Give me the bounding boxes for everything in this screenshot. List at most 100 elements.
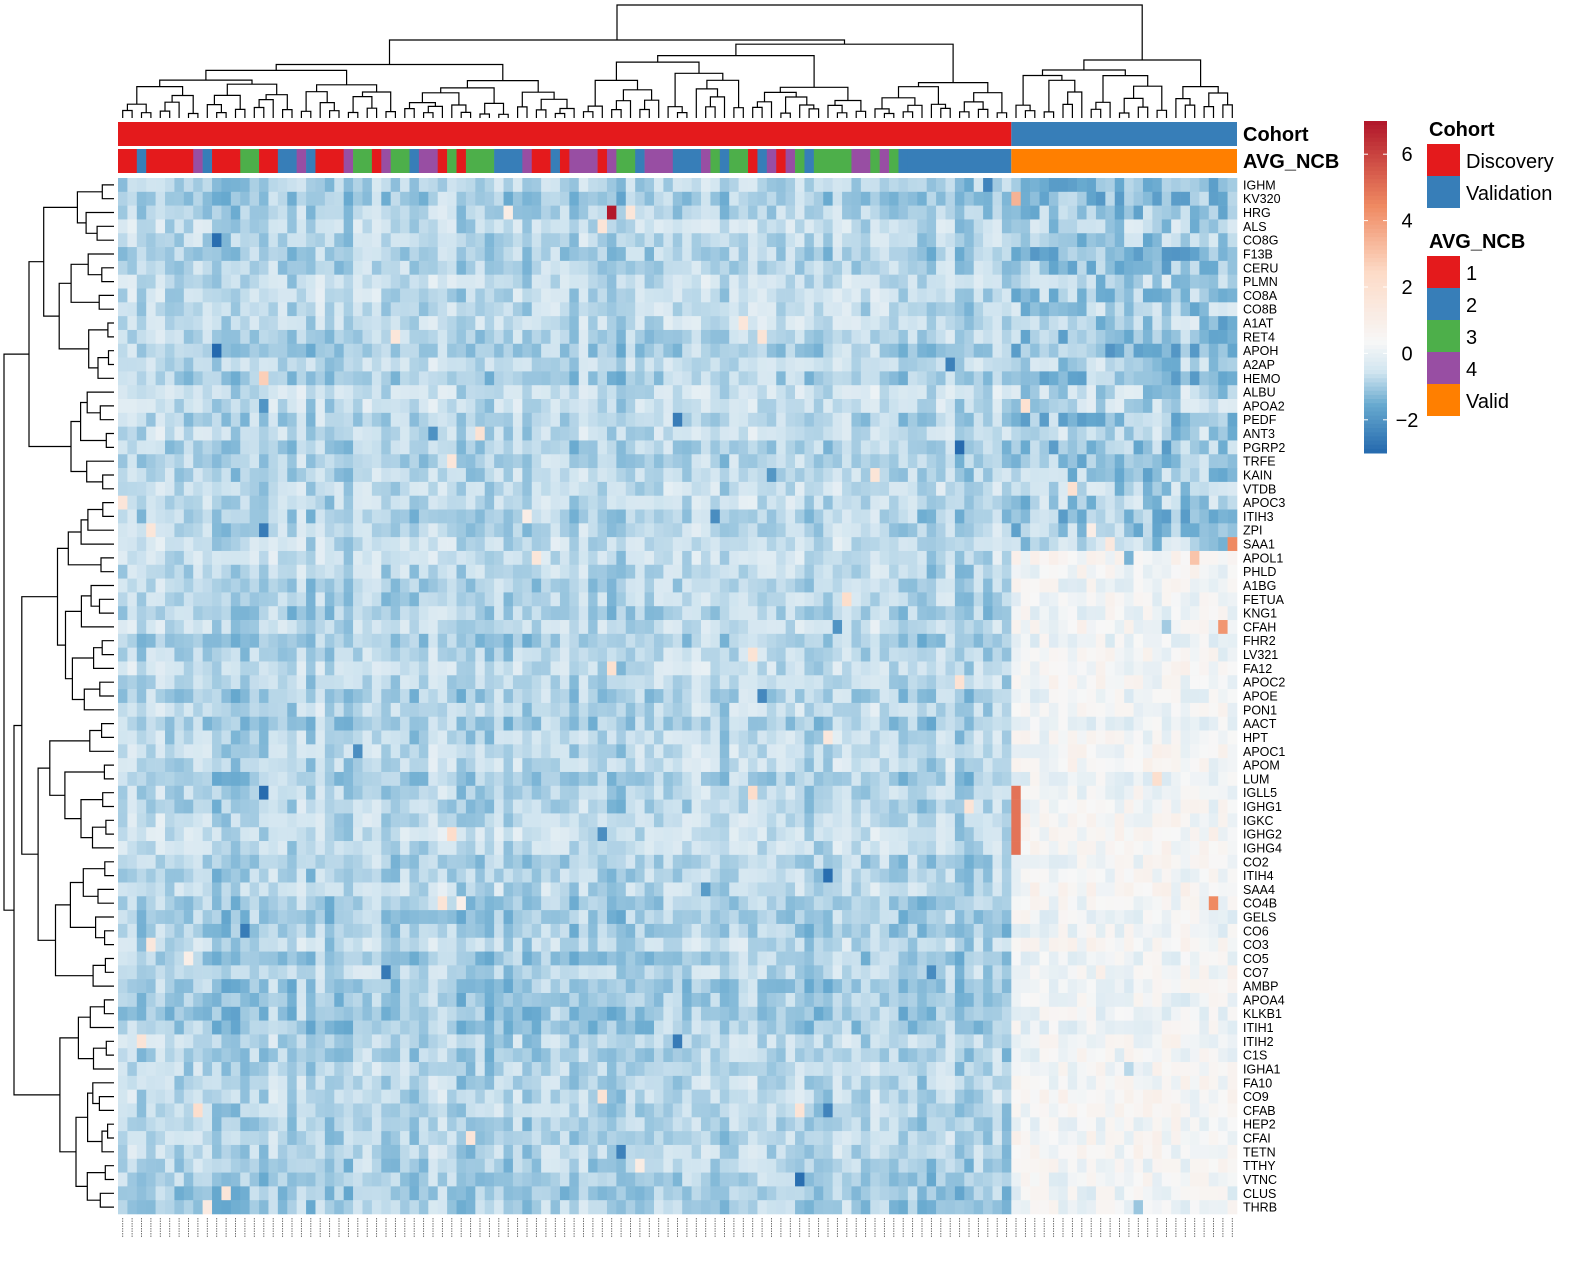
heatmap-cell: [936, 702, 946, 718]
heatmap-cell: [898, 426, 909, 441]
heatmap-cell: [738, 385, 749, 400]
heatmap-cell: [221, 537, 232, 552]
heatmap-cell: [1171, 702, 1181, 718]
heatmap-cell: [1077, 302, 1087, 317]
heatmap-cell: [1218, 288, 1228, 303]
heatmap-cell: [437, 509, 448, 524]
heatmap-cell: [644, 302, 655, 317]
heatmap-cell: [1058, 302, 1069, 317]
avg-ncb-cell: [785, 149, 796, 173]
heatmap-cell: [776, 564, 786, 579]
heatmap-cell: [644, 537, 655, 552]
heatmap-cell: [889, 191, 899, 206]
heatmap-cell: [418, 426, 429, 441]
heatmap-cell: [973, 357, 984, 372]
heatmap-cell: [719, 592, 730, 607]
heatmap-cell: [334, 371, 344, 386]
heatmap-cell: [249, 702, 260, 718]
heatmap-cell: [719, 564, 730, 579]
heatmap-cell: [1152, 191, 1163, 206]
heatmap-cell: [277, 495, 288, 510]
heatmap-cell: [494, 716, 504, 731]
dendrogram-branch: [76, 191, 103, 224]
heatmap-cell: [889, 302, 899, 317]
heatmap-cell: [954, 343, 965, 358]
heatmap-cell: [465, 509, 476, 524]
heatmap-cell: [409, 219, 420, 234]
heatmap-cell: [813, 689, 824, 704]
heatmap-cell: [1086, 647, 1097, 662]
heatmap-cell: [522, 288, 533, 303]
dendrogram-branch: [611, 109, 622, 118]
heatmap-cell: [1105, 578, 1116, 593]
heatmap-cell: [183, 689, 194, 704]
heatmap-cell: [1227, 233, 1238, 248]
heatmap-cell: [757, 440, 768, 455]
heatmap-cell: [851, 633, 862, 648]
heatmap-cell: [390, 633, 401, 648]
heatmap-cell: [447, 675, 457, 690]
heatmap-cell: [804, 343, 815, 358]
heatmap-cell: [230, 343, 241, 358]
heatmap-cell: [588, 592, 598, 607]
heatmap-cell: [832, 675, 843, 690]
heatmap-cell: [1001, 675, 1012, 690]
heatmap-cell: [879, 523, 890, 538]
heatmap-cell: [795, 578, 805, 593]
heatmap-cell: [390, 371, 401, 386]
heatmap-cell: [851, 399, 862, 414]
heatmap-cell: [785, 620, 796, 635]
avg-ncb-cell: [353, 149, 373, 173]
heatmap-cell: [757, 481, 768, 496]
heatmap-cell: [512, 219, 523, 234]
avg-ncb-cell: [795, 149, 805, 173]
heatmap-cell: [1020, 178, 1031, 193]
heatmap-cell: [851, 219, 862, 234]
heatmap-cell: [324, 191, 335, 206]
heatmap-cell: [936, 260, 946, 275]
heatmap-cell: [465, 592, 476, 607]
heatmap-cell: [240, 385, 250, 400]
heatmap-cell: [296, 620, 307, 635]
heatmap-cell: [917, 550, 927, 566]
heatmap-cell: [992, 399, 1003, 414]
heatmap-cell: [324, 509, 335, 524]
dendrogram-branch: [1041, 69, 1126, 76]
heatmap-cell: [682, 606, 692, 621]
heatmap-cell: [1171, 219, 1181, 234]
heatmap-cell: [691, 371, 702, 386]
heatmap-cell: [823, 468, 833, 483]
heatmap-cell: [672, 523, 683, 538]
heatmap-cell: [748, 247, 758, 262]
heatmap-cell: [757, 689, 768, 704]
heatmap-cell: [945, 606, 956, 621]
heatmap-cell: [842, 578, 852, 593]
heatmap-cell: [1114, 606, 1125, 621]
heatmap-cell: [766, 675, 777, 690]
heatmap-cell: [964, 274, 974, 289]
heatmap-cell: [447, 178, 457, 193]
heatmap-cell: [174, 357, 185, 372]
heatmap-cell: [625, 302, 636, 317]
heatmap-cell: [1048, 316, 1059, 331]
heatmap-cell: [842, 495, 852, 510]
heatmap-cell: [672, 219, 683, 234]
heatmap-cell: [343, 219, 354, 234]
heatmap-cell: [926, 523, 937, 538]
heatmap-cell: [155, 578, 166, 593]
heatmap-cell: [1180, 274, 1191, 289]
heatmap-cell: [823, 329, 833, 345]
heatmap-cell: [1189, 454, 1200, 469]
heatmap-cell: [390, 495, 401, 510]
heatmap-cell: [381, 537, 391, 552]
heatmap-cell: [155, 620, 166, 635]
dendrogram-branch: [1156, 109, 1168, 118]
heatmap-cell: [588, 481, 598, 496]
heatmap-cell: [804, 440, 815, 455]
heatmap-cell: [1077, 440, 1087, 455]
heatmap-cell: [118, 205, 128, 220]
heatmap-cell: [1114, 426, 1125, 441]
heatmap-cell: [1171, 440, 1181, 455]
dendrogram-branch: [87, 508, 114, 531]
heatmap-cell: [484, 178, 495, 193]
